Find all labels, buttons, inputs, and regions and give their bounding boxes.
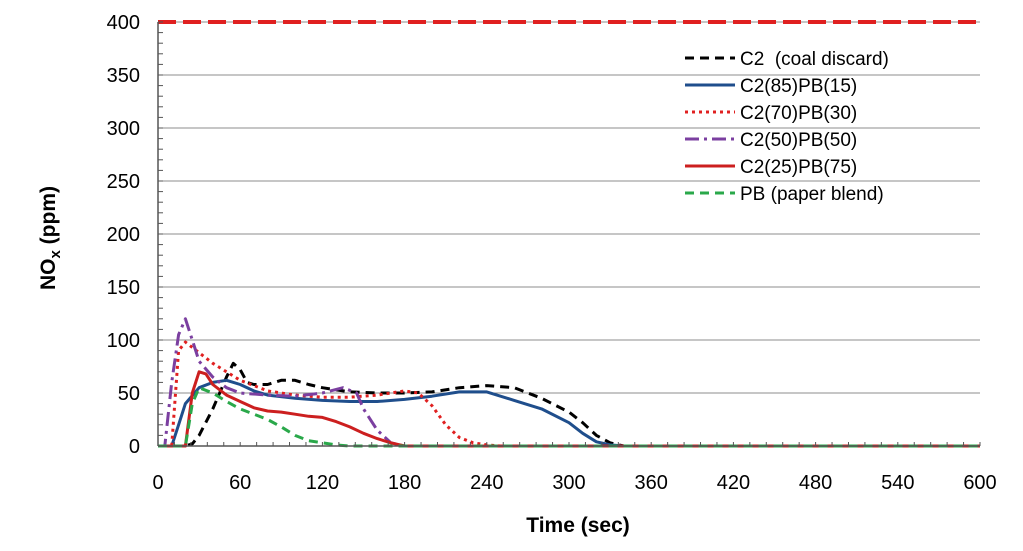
series-layer <box>158 317 980 448</box>
y-axis-title-subscript: x <box>47 250 64 259</box>
x-tick-label-180: 180 <box>388 472 421 494</box>
y-tick-label-300: 300 <box>107 118 140 140</box>
legend-item-4: C2(25)PB(75) <box>685 157 857 178</box>
y-tick-label-0: 0 <box>129 436 140 458</box>
series-line-4 <box>158 370 980 448</box>
series-line-2 <box>158 340 980 448</box>
gridlines <box>158 21 980 394</box>
y-axis-title-unit: (ppm) <box>37 186 60 250</box>
x-tick-label-360: 360 <box>635 472 668 494</box>
x-tick-label-120: 120 <box>306 472 339 494</box>
legend-label-4: C2(25)PB(75) <box>740 157 857 178</box>
legend-item-1: C2(85)PB(15) <box>685 76 857 97</box>
series-line-3 <box>158 317 980 448</box>
axes <box>157 21 981 447</box>
y-tick-label-150: 150 <box>107 277 140 299</box>
x-tick-label-540: 540 <box>881 472 914 494</box>
x-axis-title: Time (sec) <box>526 514 630 537</box>
legend-label-1: C2(85)PB(15) <box>740 76 857 97</box>
y-tick-label-400: 400 <box>107 12 140 34</box>
series-line-0 <box>158 361 980 448</box>
legend-item-5: PB (paper blend) <box>685 184 884 205</box>
legend-label-3: C2(50)PB(50) <box>740 130 857 151</box>
y-tick-labels: 0 50 100 150 200 250 300 350 400 <box>107 12 140 458</box>
y-tick-label-200: 200 <box>107 224 140 246</box>
x-tick-label-300: 300 <box>552 472 585 494</box>
legend-label-0: C2 (coal discard) <box>740 49 889 70</box>
legend-item-0: C2 (coal discard) <box>685 49 889 70</box>
legend-label-2: C2(70)PB(30) <box>740 103 857 124</box>
series-line-1 <box>158 378 980 448</box>
x-tick-label-0: 0 <box>152 472 163 494</box>
x-tick-label-600: 600 <box>963 472 996 494</box>
y-tick-label-250: 250 <box>107 171 140 193</box>
legend: C2 (coal discard) C2(85)PB(15) C2(70)PB(30… <box>685 49 889 205</box>
y-axis-title-main: NO <box>37 259 60 291</box>
x-tick-label-420: 420 <box>717 472 750 494</box>
y-tick-label-350: 350 <box>107 65 140 87</box>
legend-item-3: C2(50)PB(50) <box>685 130 857 151</box>
x-tick-label-60: 60 <box>229 472 251 494</box>
legend-label-5: PB (paper blend) <box>740 184 884 205</box>
legend-item-2: C2(70)PB(30) <box>685 103 857 124</box>
x-tick-label-480: 480 <box>799 472 832 494</box>
x-tick-labels: 0 60 120 180 240 300 360 420 480 540 600 <box>152 472 996 494</box>
y-tick-label-100: 100 <box>107 330 140 352</box>
x-tick-label-240: 240 <box>470 472 503 494</box>
y-tick-label-50: 50 <box>118 383 140 405</box>
y-axis-title: NOx (ppm) <box>37 186 64 290</box>
